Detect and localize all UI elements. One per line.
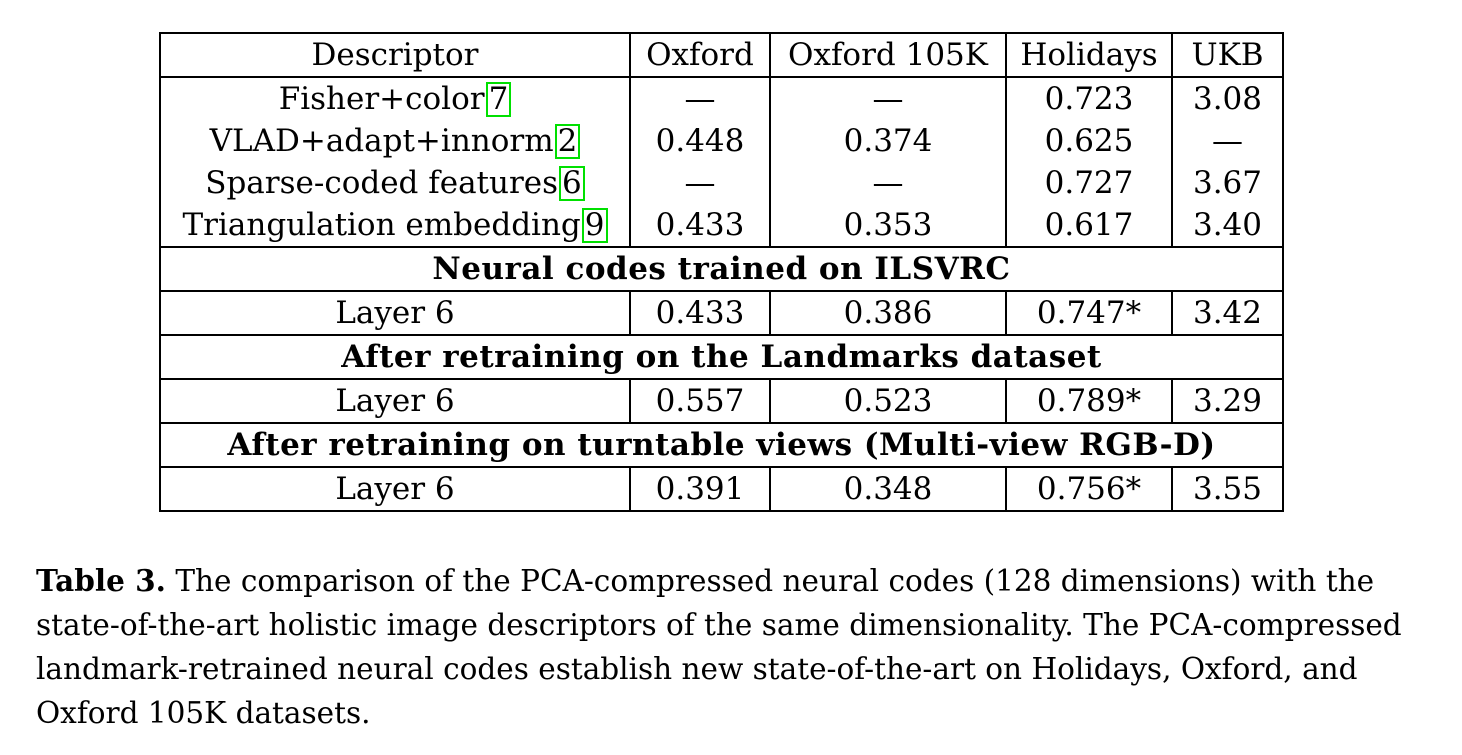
table-row: Layer 6 0.557 0.523 0.789* 3.29 bbox=[159, 378, 1284, 424]
section-header-row: After retraining on turntable views (Mul… bbox=[159, 422, 1284, 468]
section-title: Neural codes trained on ILSVRC bbox=[159, 246, 1284, 292]
citation-link[interactable]: 6 bbox=[559, 165, 585, 201]
cell-ukb: 3.55 bbox=[1171, 466, 1284, 512]
row-descriptor: Layer 6 bbox=[159, 466, 631, 512]
cell-oxford: — bbox=[629, 76, 771, 120]
row-descriptor: Layer 6 bbox=[159, 290, 631, 336]
cell-oxford: — bbox=[629, 162, 771, 204]
table-row: VLAD+adapt+innorm 2 0.448 0.374 0.625 — bbox=[159, 120, 1284, 162]
cell-holidays: 0.625 bbox=[1005, 120, 1173, 162]
row-descriptor: Triangulation embedding 9 bbox=[159, 204, 631, 248]
row-descriptor: Layer 6 bbox=[159, 378, 631, 424]
table-caption: Table 3. The comparison of the PCA-compr… bbox=[36, 559, 1426, 735]
citation-link[interactable]: 7 bbox=[485, 81, 512, 117]
table-row: Triangulation embedding 9 0.433 0.353 0.6… bbox=[159, 204, 1284, 248]
descriptor-name: VLAD+adapt+innorm bbox=[209, 122, 554, 159]
section-header-row: Neural codes trained on ILSVRC bbox=[159, 246, 1284, 292]
cell-oxford-105k: 0.523 bbox=[769, 378, 1007, 424]
descriptor-name: Fisher+color bbox=[278, 80, 485, 117]
header-ukb: UKB bbox=[1171, 32, 1284, 78]
cell-ukb: 3.08 bbox=[1171, 76, 1284, 120]
cell-ukb: 3.42 bbox=[1171, 290, 1284, 336]
results-table-wrap: Descriptor Oxford Oxford 105K Holidays U… bbox=[159, 32, 1284, 512]
cell-oxford: 0.557 bbox=[629, 378, 771, 424]
cell-oxford-105k: 0.374 bbox=[769, 120, 1007, 162]
header-oxford: Oxford bbox=[629, 32, 771, 78]
cell-ukb: — bbox=[1171, 120, 1284, 162]
cell-holidays: 0.727 bbox=[1005, 162, 1173, 204]
cell-oxford-105k: 0.353 bbox=[769, 204, 1007, 248]
cell-holidays: 0.789* bbox=[1005, 378, 1173, 424]
cell-holidays: 0.756* bbox=[1005, 466, 1173, 512]
cell-holidays: 0.747* bbox=[1005, 290, 1173, 336]
table-row: Layer 6 0.433 0.386 0.747* 3.42 bbox=[159, 290, 1284, 336]
section-title: After retraining on turntable views (Mul… bbox=[159, 422, 1284, 468]
cell-oxford-105k: — bbox=[769, 76, 1007, 120]
descriptor-name: Sparse-coded features bbox=[205, 164, 559, 201]
results-table: Descriptor Oxford Oxford 105K Holidays U… bbox=[159, 32, 1284, 512]
row-descriptor: Sparse-coded features 6 bbox=[159, 162, 631, 204]
caption-label: Table 3. bbox=[36, 563, 166, 598]
cell-oxford: 0.433 bbox=[629, 204, 771, 248]
citation-link[interactable]: 9 bbox=[581, 207, 608, 243]
cell-ukb: 3.29 bbox=[1171, 378, 1284, 424]
row-descriptor: VLAD+adapt+innorm 2 bbox=[159, 120, 631, 162]
cell-oxford: 0.448 bbox=[629, 120, 771, 162]
cell-holidays: 0.723 bbox=[1005, 76, 1173, 120]
table-row: Layer 6 0.391 0.348 0.756* 3.55 bbox=[159, 466, 1284, 512]
cell-oxford-105k: — bbox=[769, 162, 1007, 204]
header-oxford-105k: Oxford 105K bbox=[769, 32, 1007, 78]
cell-oxford-105k: 0.348 bbox=[769, 466, 1007, 512]
row-descriptor: Fisher+color 7 bbox=[159, 76, 631, 120]
header-holidays: Holidays bbox=[1005, 32, 1173, 78]
citation-link[interactable]: 2 bbox=[554, 123, 581, 159]
caption-text: The comparison of the PCA-compressed neu… bbox=[36, 564, 1402, 730]
cell-oxford: 0.433 bbox=[629, 290, 771, 336]
cell-holidays: 0.617 bbox=[1005, 204, 1173, 248]
header-row: Descriptor Oxford Oxford 105K Holidays U… bbox=[159, 32, 1284, 78]
section-title: After retraining on the Landmarks datase… bbox=[159, 334, 1284, 380]
descriptor-name: Triangulation embedding bbox=[182, 206, 581, 243]
table-row: Fisher+color 7 — — 0.723 3.08 bbox=[159, 76, 1284, 120]
section-header-row: After retraining on the Landmarks datase… bbox=[159, 334, 1284, 380]
table-row: Sparse-coded features 6 — — 0.727 3.67 bbox=[159, 162, 1284, 204]
header-descriptor: Descriptor bbox=[159, 32, 631, 78]
cell-ukb: 3.40 bbox=[1171, 204, 1284, 248]
cell-ukb: 3.67 bbox=[1171, 162, 1284, 204]
cell-oxford-105k: 0.386 bbox=[769, 290, 1007, 336]
cell-oxford: 0.391 bbox=[629, 466, 771, 512]
